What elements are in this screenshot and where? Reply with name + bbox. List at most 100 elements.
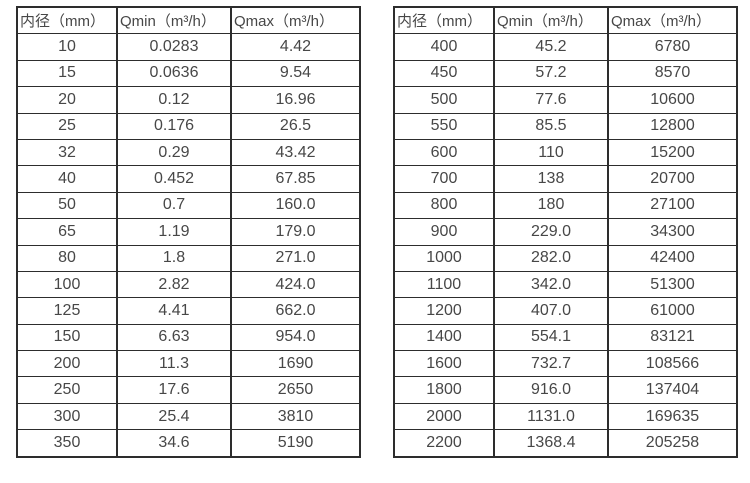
table-cell: 20700 [607, 165, 738, 193]
table-cell: 34.6 [116, 429, 232, 458]
table-cell: 205258 [607, 429, 738, 458]
table-cell: 250 [16, 376, 118, 404]
table-row: 1000 282.0 42400 [393, 244, 738, 272]
table-row: 25 0.176 26.5 [16, 112, 361, 140]
table-cell: 11.3 [116, 350, 232, 378]
table-cell: 1400 [393, 323, 495, 352]
table-cell: 67.85 [230, 165, 361, 193]
column-header-qmin: Qmin（m³/h） [493, 6, 609, 35]
table-cell: 16.96 [230, 86, 361, 114]
table-cell: 8570 [607, 59, 738, 88]
table-cell: 25.4 [116, 402, 232, 431]
table-cell: 1131.0 [493, 402, 609, 431]
table-row: 400 45.2 6780 [393, 33, 738, 61]
table-cell: 1200 [393, 297, 495, 325]
table-row: 1100 342.0 51300 [393, 270, 738, 299]
table-row: 450 57.2 8570 [393, 59, 738, 88]
table-cell: 80 [16, 244, 118, 272]
table-cell: 9.54 [230, 59, 361, 88]
column-header-diameter: 内径（mm） [16, 6, 118, 35]
table-cell: 34300 [607, 218, 738, 246]
table-cell: 271.0 [230, 244, 361, 272]
table-row: 32 0.29 43.42 [16, 138, 361, 167]
table-row: 150 6.63 954.0 [16, 323, 361, 352]
table-cell: 2000 [393, 402, 495, 431]
table-cell: 180 [493, 191, 609, 220]
table-cell: 160.0 [230, 191, 361, 220]
table-row: 20 0.12 16.96 [16, 86, 361, 114]
table-row: 50 0.7 160.0 [16, 191, 361, 220]
table-cell: 77.6 [493, 86, 609, 114]
table-cell: 17.6 [116, 376, 232, 404]
table-row: 500 77.6 10600 [393, 86, 738, 114]
table-cell: 800 [393, 191, 495, 220]
table-row: 800 180 27100 [393, 191, 738, 220]
table-cell: 4.42 [230, 33, 361, 61]
table-cell: 200 [16, 350, 118, 378]
table-row: 125 4.41 662.0 [16, 297, 361, 325]
table-cell: 51300 [607, 270, 738, 299]
table-cell: 100 [16, 270, 118, 299]
table-cell: 1.19 [116, 218, 232, 246]
table-cell: 42400 [607, 244, 738, 272]
table-cell: 350 [16, 429, 118, 458]
table-cell: 1800 [393, 376, 495, 404]
table-row: 1200 407.0 61000 [393, 297, 738, 325]
table-cell: 61000 [607, 297, 738, 325]
table-cell: 0.12 [116, 86, 232, 114]
table-cell: 125 [16, 297, 118, 325]
header-row: 内径（mm） Qmin（m³/h） Qmax（m³/h） [16, 6, 361, 35]
table-cell: 554.1 [493, 323, 609, 352]
table-row: 550 85.5 12800 [393, 112, 738, 140]
table-cell: 0.0636 [116, 59, 232, 88]
table-cell: 300 [16, 402, 118, 431]
table-cell: 550 [393, 112, 495, 140]
table-cell: 40 [16, 165, 118, 193]
column-header-qmax: Qmax（m³/h） [230, 6, 361, 35]
table-cell: 0.7 [116, 191, 232, 220]
table-cell: 15200 [607, 138, 738, 167]
table-row: 100 2.82 424.0 [16, 270, 361, 299]
column-header-qmin: Qmin（m³/h） [116, 6, 232, 35]
table-cell: 662.0 [230, 297, 361, 325]
table-row: 40 0.452 67.85 [16, 165, 361, 193]
table-cell: 85.5 [493, 112, 609, 140]
table-row: 80 1.8 271.0 [16, 244, 361, 272]
table-cell: 15 [16, 59, 118, 88]
table-cell: 954.0 [230, 323, 361, 352]
spec-table-small-diameter: 内径（mm） Qmin（m³/h） Qmax（m³/h） 10 0.0283 4.4… [16, 6, 361, 458]
table-cell: 0.0283 [116, 33, 232, 61]
table-cell: 4.41 [116, 297, 232, 325]
table-cell: 83121 [607, 323, 738, 352]
table-cell: 137404 [607, 376, 738, 404]
column-header-diameter: 内径（mm） [393, 6, 495, 35]
table-cell: 5190 [230, 429, 361, 458]
column-header-qmax: Qmax（m³/h） [607, 6, 738, 35]
table-cell: 407.0 [493, 297, 609, 325]
table-cell: 2200 [393, 429, 495, 458]
table-cell: 10600 [607, 86, 738, 114]
table-cell: 45.2 [493, 33, 609, 61]
table-row: 15 0.0636 9.54 [16, 59, 361, 88]
table-cell: 1100 [393, 270, 495, 299]
table-cell: 26.5 [230, 112, 361, 140]
table-cell: 65 [16, 218, 118, 246]
table-cell: 0.452 [116, 165, 232, 193]
table-cell: 1.8 [116, 244, 232, 272]
table-cell: 32 [16, 138, 118, 167]
flow-spec-tables: 内径（mm） Qmin（m³/h） Qmax（m³/h） 10 0.0283 4.4… [16, 6, 738, 458]
table-cell: 1600 [393, 350, 495, 378]
table-cell: 110 [493, 138, 609, 167]
table-row: 2000 1131.0 169635 [393, 402, 738, 431]
table-cell: 169635 [607, 402, 738, 431]
table-cell: 150 [16, 323, 118, 352]
table-cell: 50 [16, 191, 118, 220]
table-cell: 900 [393, 218, 495, 246]
table-row: 2200 1368.4 205258 [393, 429, 738, 458]
table-row: 65 1.19 179.0 [16, 218, 361, 246]
table-cell: 6780 [607, 33, 738, 61]
table-row: 250 17.6 2650 [16, 376, 361, 404]
table-cell: 10 [16, 33, 118, 61]
table-row: 300 25.4 3810 [16, 402, 361, 431]
table-cell: 20 [16, 86, 118, 114]
